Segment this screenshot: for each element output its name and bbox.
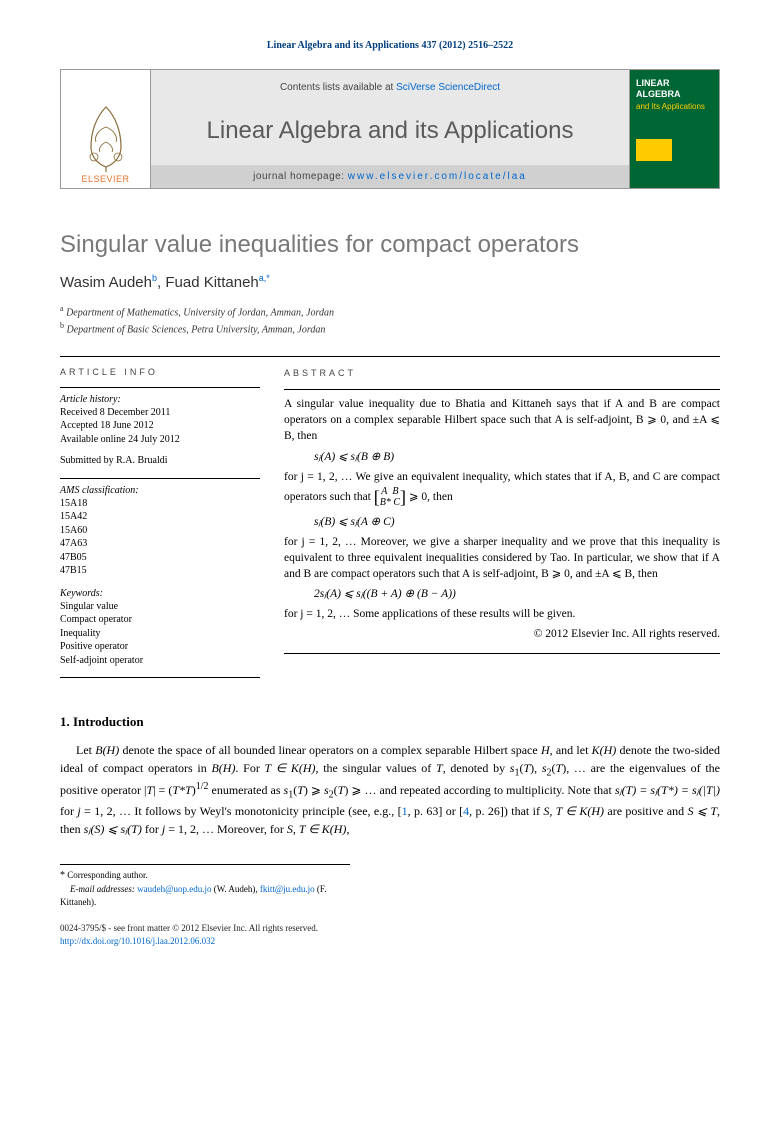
homepage-link[interactable]: www.elsevier.com/locate/laa (348, 171, 527, 182)
intro-paragraph: Let B(H) denote the space of all bounded… (60, 742, 720, 838)
corresponding-star-icon[interactable]: * (266, 273, 270, 283)
star-icon: * (60, 870, 65, 881)
ams-label: AMS classification: (60, 485, 260, 496)
author-email-link[interactable]: fkitt@ju.edu.jo (260, 884, 315, 894)
email-who: (W. Audeh) (214, 884, 256, 894)
abstract-text: for j = 1, 2, … Moreover, we give a shar… (284, 534, 720, 582)
article-title: Singular value inequalities for compact … (60, 231, 720, 259)
affil-text: Department of Mathematics, University of… (66, 307, 334, 318)
history-line: Available online 24 July 2012 (60, 433, 260, 447)
ams-code: 15A60 (60, 524, 260, 538)
ams-code: 15A18 (60, 497, 260, 511)
issn-line: 0024-3795/$ - see front matter © 2012 El… (60, 922, 720, 935)
banner-center: Contents lists available at SciVerse Sci… (151, 70, 629, 188)
submitted-by: Submitted by R.A. Brualdi (60, 454, 260, 468)
cover-title: LINEAR ALGEBRA (636, 78, 713, 100)
keywords-label: Keywords: (60, 588, 260, 599)
abstract-equation: 2sⱼ(A) ⩽ sⱼ((B + A) ⊕ (B − A)) (314, 586, 720, 602)
journal-cover-thumb: LINEAR ALGEBRA and Its Applications (629, 70, 719, 188)
abstract-equation: sⱼ(B) ⩽ sⱼ(A ⊕ C) (314, 514, 720, 530)
author-name: Fuad Kittaneh (165, 274, 258, 291)
divider (60, 677, 260, 678)
abstract-text: A singular value inequality due to Bhati… (284, 396, 720, 444)
ams-code: 47B15 (60, 564, 260, 578)
contents-available-line: Contents lists available at SciVerse Sci… (151, 70, 629, 97)
keyword: Compact operator (60, 613, 260, 627)
abstract-text: for j = 1, 2, … Some applications of the… (284, 606, 720, 622)
ams-code: 47A63 (60, 537, 260, 551)
abstract-equation: sⱼ(A) ⩽ sⱼ(B ⊕ B) (314, 449, 720, 465)
keyword: Singular value (60, 600, 260, 614)
footnotes: * Corresponding author. E-mail addresses… (60, 864, 350, 908)
section-heading: 1. Introduction (60, 714, 720, 730)
bottom-bar: 0024-3795/$ - see front matter © 2012 El… (60, 922, 720, 947)
author-email-link[interactable]: waudeh@uop.edu.jo (137, 884, 211, 894)
email-line: E-mail addresses: waudeh@uop.edu.jo (W. … (60, 883, 350, 908)
affil-sup: a (60, 304, 64, 313)
cover-graphic (636, 139, 672, 161)
doi-link[interactable]: http://dx.doi.org/10.1016/j.laa.2012.06.… (60, 936, 215, 946)
elsevier-tree-icon (76, 102, 136, 172)
abstract-column: ABSTRACT A singular value inequality due… (284, 357, 720, 685)
article-page: Linear Algebra and its Applications 437 … (0, 0, 780, 987)
article-info-column: ARTICLE INFO Article history: Received 8… (60, 357, 260, 685)
affiliations: a Department of Mathematics, University … (60, 303, 720, 338)
keyword: Self-adjoint operator (60, 654, 260, 668)
sciencedirect-link[interactable]: SciVerse ScienceDirect (396, 82, 500, 93)
history-line: Received 8 December 2011 (60, 406, 260, 420)
corresponding-text: Corresponding author. (67, 870, 148, 880)
abstract-text: for j = 1, 2, … We give an equivalent in… (284, 469, 720, 510)
cover-subtitle: and Its Applications (636, 102, 713, 111)
abstract-inline: then (430, 491, 453, 503)
history-line: Accepted 18 June 2012 (60, 419, 260, 433)
divider (60, 478, 260, 479)
abstract-inline: for j = 1, 2, … We give an equivalent in… (284, 471, 720, 503)
keyword: Inequality (60, 627, 260, 641)
abstract-label: ABSTRACT (284, 367, 720, 380)
divider (284, 653, 720, 654)
publisher-logo-box: ELSEVIER (61, 70, 151, 188)
ams-code: 47B05 (60, 551, 260, 565)
journal-banner: ELSEVIER Contents lists available at Sci… (60, 69, 720, 189)
author-name: Wasim Audeh (60, 274, 152, 291)
affil-text: Department of Basic Sciences, Petra Univ… (67, 325, 326, 336)
history-label: Article history: (60, 394, 260, 405)
affiliation-line: a Department of Mathematics, University … (60, 303, 720, 320)
homepage-line: journal homepage: www.elsevier.com/locat… (151, 165, 629, 188)
journal-name: Linear Algebra and its Applications (151, 111, 629, 151)
affil-sup: b (60, 321, 64, 330)
divider (284, 389, 720, 390)
email-label: E-mail addresses: (70, 884, 135, 894)
copyright-line: © 2012 Elsevier Inc. All rights reserved… (284, 626, 720, 642)
publisher-name: ELSEVIER (81, 174, 129, 184)
contents-prefix: Contents lists available at (280, 82, 396, 93)
ams-code: 15A42 (60, 510, 260, 524)
affiliation-line: b Department of Basic Sciences, Petra Un… (60, 320, 720, 337)
authors-line: Wasim Audehb, Fuad Kittaneha,* (60, 273, 720, 291)
divider (60, 387, 260, 388)
corresponding-note: * Corresponding author. (60, 869, 350, 883)
info-abstract-row: ARTICLE INFO Article history: Received 8… (60, 356, 720, 685)
author-affil-sup[interactable]: b (152, 273, 157, 283)
keyword: Positive operator (60, 640, 260, 654)
article-info-label: ARTICLE INFO (60, 367, 260, 377)
citation-header: Linear Algebra and its Applications 437 … (60, 40, 720, 51)
homepage-prefix: journal homepage: (253, 171, 348, 182)
